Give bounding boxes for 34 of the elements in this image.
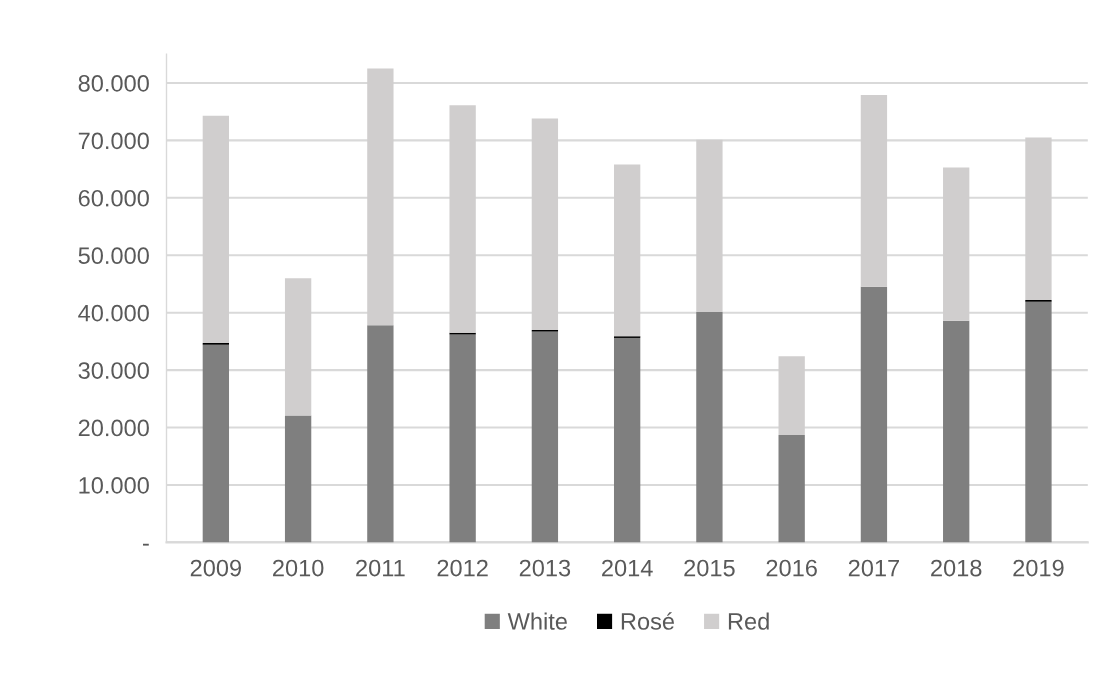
x-tick-label: 2009 [190, 559, 241, 577]
x-tick-label: 2019 [1013, 559, 1064, 577]
y-tick-label: 10.000 [79, 477, 149, 494]
y-tick-label: 40.000 [78, 304, 149, 322]
y-tick-label: 70.000 [78, 132, 149, 150]
bar [531, 331, 559, 543]
x-tick-label: 2017 [848, 559, 900, 577]
x-tick-label: 2011 [356, 559, 405, 577]
legend-label: White [507, 612, 567, 630]
bar [367, 325, 394, 543]
bar [943, 320, 970, 543]
bar [449, 334, 476, 543]
bar [202, 344, 230, 543]
x-tick-label: 2015 [684, 559, 735, 577]
x-tick-label: 2010 [273, 559, 324, 577]
x-tick-label: 2012 [437, 559, 488, 577]
legend-label: Red [728, 612, 769, 630]
bar [778, 435, 805, 543]
bar [696, 312, 723, 543]
y-tick-label: 80.000 [78, 75, 149, 92]
x-tick-label: 2013 [519, 559, 571, 577]
y-tick-label: 60.000 [78, 189, 149, 207]
bar [860, 286, 888, 543]
y-tick-label: 50.000 [78, 247, 149, 265]
x-tick-label: 2014 [602, 559, 653, 577]
bar [1025, 301, 1052, 543]
y-tick-label: - [143, 543, 149, 546]
y-tick-label: 30.000 [78, 362, 149, 379]
legend-label: Rosé [621, 612, 674, 630]
bar [284, 415, 312, 543]
y-tick-label: 20.000 [78, 419, 149, 437]
bar [613, 337, 641, 543]
x-tick-label: 2016 [766, 559, 817, 577]
x-tick-label: 2018 [931, 559, 982, 577]
